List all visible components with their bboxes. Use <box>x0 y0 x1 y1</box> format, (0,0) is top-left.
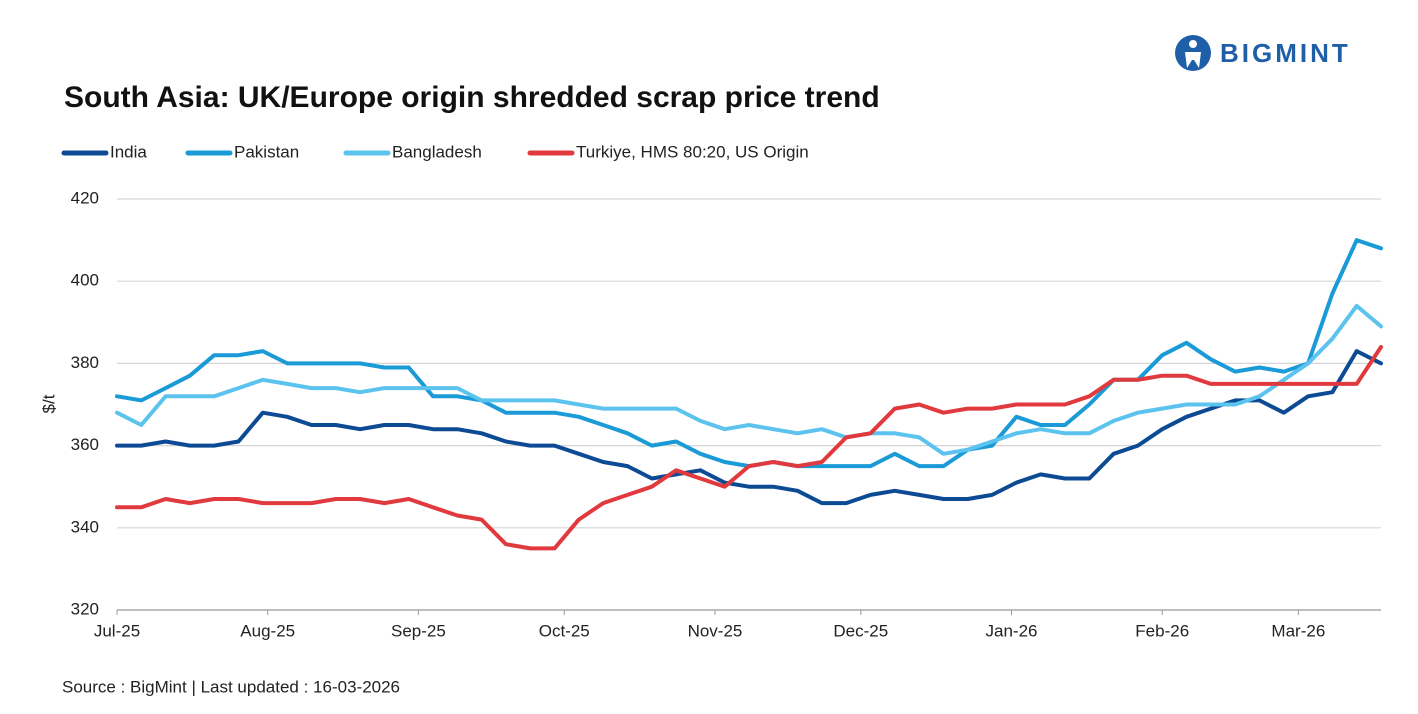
x-tick-label: Oct-25 <box>539 621 590 640</box>
y-tick-label: 420 <box>71 188 99 207</box>
legend-label: Turkiye, HMS 80:20, US Origin <box>576 142 809 161</box>
logo-icon <box>1175 35 1211 71</box>
x-tick-label: Nov-25 <box>688 621 743 640</box>
x-tick-label: Feb-26 <box>1135 621 1189 640</box>
x-tick-label: Jan-26 <box>986 621 1038 640</box>
x-tick-label: Aug-25 <box>240 621 295 640</box>
y-tick-label: 340 <box>71 517 99 536</box>
legend-label: Bangladesh <box>392 142 482 161</box>
series-line <box>115 303 1383 456</box>
y-tick-label: 400 <box>71 271 99 290</box>
legend-label: Pakistan <box>234 142 299 161</box>
logo-text: BIGMINT <box>1220 38 1351 68</box>
x-tick-label: Mar-26 <box>1271 621 1325 640</box>
series-line <box>115 238 1383 469</box>
series-line <box>115 345 1383 551</box>
legend-label: India <box>110 142 147 161</box>
x-tick-label: Dec-25 <box>833 621 888 640</box>
logo-body <box>1185 52 1201 68</box>
y-tick-label: 320 <box>71 599 99 618</box>
series-line <box>115 349 1383 506</box>
x-tick-label: Jul-25 <box>94 621 140 640</box>
logo-head <box>1189 40 1197 48</box>
y-axis-label: $/t <box>39 394 58 413</box>
source-note: Source : BigMint | Last updated : 16-03-… <box>62 677 400 696</box>
chart-title: South Asia: UK/Europe origin shredded sc… <box>64 81 880 114</box>
y-tick-label: 380 <box>71 353 99 372</box>
y-tick-label: 360 <box>71 435 99 454</box>
x-tick-label: Sep-25 <box>391 621 446 640</box>
